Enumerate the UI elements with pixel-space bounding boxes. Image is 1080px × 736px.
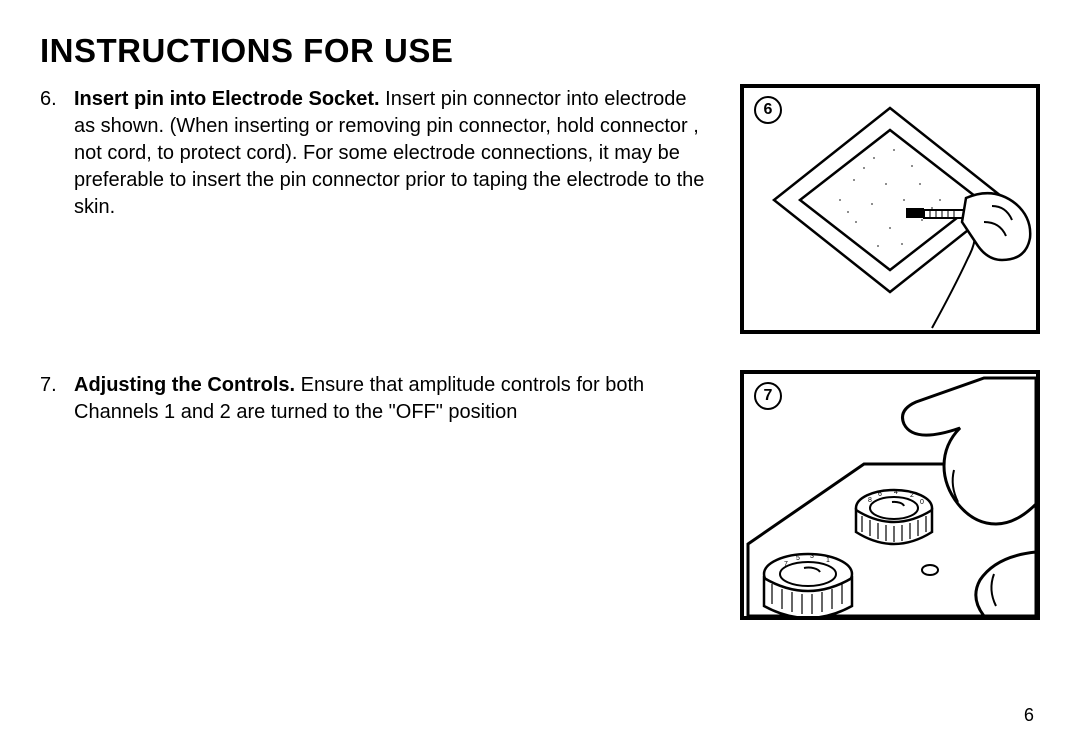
page-title: INSTRUCTIONS FOR USE	[40, 32, 1040, 70]
svg-text:3: 3	[810, 553, 814, 560]
step-number: 7.	[40, 372, 74, 399]
svg-text:5: 5	[796, 555, 800, 562]
step-body: Insert pin into Electrode Socket. Insert…	[74, 86, 710, 221]
figure-column: 6	[740, 84, 1040, 334]
svg-text:4: 4	[894, 489, 898, 496]
figure-label: 7	[754, 382, 782, 410]
svg-text:7: 7	[784, 561, 788, 568]
step-bold: Insert pin into Electrode Socket.	[74, 88, 380, 110]
step-text: 6. Insert pin into Electrode Socket. Ins…	[40, 84, 740, 221]
svg-text:1: 1	[826, 557, 830, 564]
page-number: 9	[1024, 703, 1034, 724]
step-body: Adjusting the Controls. Ensure that ampl…	[74, 372, 710, 426]
figure-label: 6	[754, 96, 782, 124]
electrode-illustration-icon	[744, 88, 1036, 330]
step-row: 6. Insert pin into Electrode Socket. Ins…	[40, 84, 1040, 334]
figure-column: 7 8 6	[740, 370, 1040, 620]
controls-illustration-icon: 8 6 4 2 0	[744, 374, 1036, 616]
step-row: 7. Adjusting the Controls. Ensure that a…	[40, 370, 1040, 620]
figure-6: 6	[740, 84, 1040, 334]
svg-text:8: 8	[868, 497, 872, 504]
svg-text:0: 0	[920, 499, 924, 506]
page: INSTRUCTIONS FOR USE 6. Insert pin into …	[0, 0, 1080, 736]
svg-text:2: 2	[910, 492, 914, 499]
step-bold: Adjusting the Controls.	[74, 374, 295, 396]
figure-7: 7 8 6	[740, 370, 1040, 620]
step-text: 7. Adjusting the Controls. Ensure that a…	[40, 370, 740, 426]
step-number: 6.	[40, 86, 74, 113]
svg-text:6: 6	[878, 491, 882, 498]
